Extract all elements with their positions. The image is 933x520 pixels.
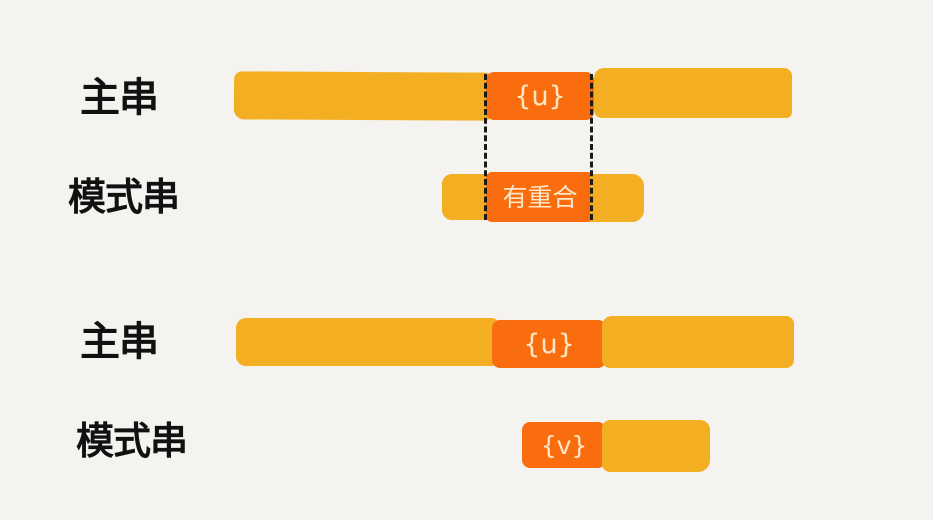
bottom-main-suffix-text: {u} xyxy=(523,328,575,360)
top-main-suffix-segment xyxy=(486,72,594,120)
top-pattern-string-label: 模式串 xyxy=(68,175,180,219)
bottom-pattern-string-label: 模式串 xyxy=(76,419,188,463)
bottom-main-left-bar xyxy=(236,318,498,366)
bottom-main-suffix-segment xyxy=(492,320,606,368)
top-main-suffix-text: {u} xyxy=(514,80,566,112)
top-pattern-overlap-text: 有重合 xyxy=(502,182,578,212)
bottom-pattern-prefix-segment xyxy=(522,422,606,468)
top-main-right-bar xyxy=(594,68,792,118)
top-pattern-right-bar xyxy=(590,174,644,222)
top-main-left-bar xyxy=(233,71,491,121)
bottom-main-right-bar xyxy=(602,316,794,368)
top-pattern-overlap-segment xyxy=(486,172,594,222)
bottom-pattern-prefix-text: {v} xyxy=(540,430,588,460)
bottom-pattern-right-bar xyxy=(602,420,710,472)
bottom-main-string-label: 主串 xyxy=(80,319,159,365)
top-left-dashed-guide xyxy=(484,74,487,220)
top-right-dashed-guide xyxy=(590,74,593,220)
top-main-string-label: 主串 xyxy=(80,75,159,121)
